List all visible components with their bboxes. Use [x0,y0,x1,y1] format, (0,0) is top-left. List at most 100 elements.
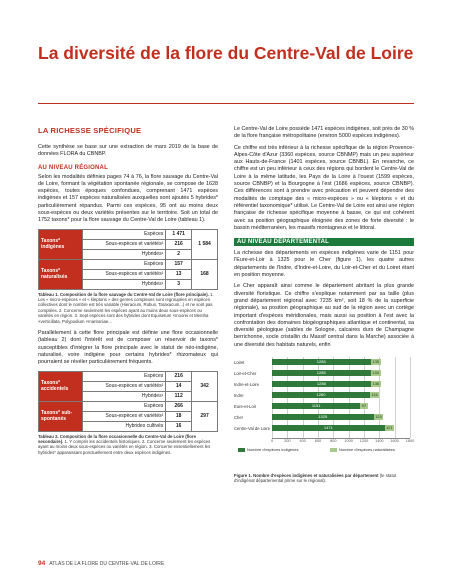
data-label: 97 [361,403,367,409]
bar-naturalisees [370,381,382,388]
data-label: 121 [386,425,393,431]
data-label: 116 [371,392,378,398]
gridline [410,357,411,439]
table-flore-occasionnelle: Taxons* accidentels Espèces 216 342 Sous… [38,370,218,432]
row-label: Sous-espèces et variétés² [81,410,167,422]
bar-indigenes [272,370,371,377]
row-value: 216 [165,370,193,382]
data-label: 1285 [316,370,326,376]
row-value: 18 [165,410,193,422]
category-label: Centre-Val de Loire [234,426,271,432]
row-value: 266 [165,400,193,412]
x-tick-label: 1400 [375,439,384,444]
row-value: 2 [165,248,193,260]
bar-naturalisees [360,403,368,410]
bar-indigenes [272,392,371,399]
title-divider [38,103,414,104]
data-label: 1280 [316,392,326,398]
intro-paragraph: Cette synthèse se base sur une extractio… [38,144,218,158]
table1-caption: Tableau 1. Composition de la flore sauva… [38,292,218,324]
group-total: 342 [191,370,218,402]
x-tick-label: 0 [270,439,274,444]
data-label: 1151 [311,403,321,409]
x-axis [272,438,410,440]
page-number: 94 [38,560,46,567]
footer-label: ATLAS DE LA FLORE DU CENTRE-VAL DE LOIRE [49,560,165,567]
data-label: 1325 [318,414,328,420]
bar-indigenes [272,359,371,366]
bar-indigenes [272,381,371,388]
bar-naturalisees [370,370,381,377]
bar-naturalisees [370,359,381,366]
group-total: 297 [191,400,218,432]
legend-swatch [330,447,337,452]
left-column: LA RICHESSE SPÉCIFIQUE Cette synthèse se… [38,126,218,461]
row-label: Hybrides¹ [81,248,167,260]
bar-indigenes [272,403,361,410]
data-label: 136 [372,381,380,387]
row-value: 13 [165,268,193,280]
table-row: Taxons* indigènes Espèces 1 471 1 584 [38,228,218,260]
x-tick-label: 1000 [344,439,353,444]
row-value: 216 [165,238,193,250]
data-label: 134 [372,370,379,376]
row-value: 14 [165,380,193,392]
page-title: La diversité de la flore du Centre-Val d… [38,43,414,63]
table2-caption: Tableau 2. Composition de la flore occas… [38,434,218,456]
x-tick-label: 200 [284,439,291,444]
cher-paragraph: Le Cher apparaît ainsi comme le départem… [234,283,414,348]
category-label: Eure-et-Loir [234,404,257,410]
x-tick-label: 1800 [405,439,415,444]
data-label: 1288 [316,381,326,387]
departmental-paragraph: La richesse des départements en espèces … [234,250,414,279]
table2-caption-title: Tableau 2. Composition de la flore occas… [38,433,196,444]
occasional-paragraph: Parallèlement à cette flore principale e… [38,330,218,366]
data-label: 1471 [323,425,333,431]
section-heading: LA RICHESSE SPÉCIFIQUE [38,126,142,135]
comparison-paragraph: Ce chiffre est très inférieur à la riche… [234,144,414,231]
subheading-departmental: AU NIVEAU DÉPARTEMENTAL [234,238,414,247]
x-tick-label: 1200 [359,439,369,444]
gridline [379,357,381,439]
row-label: Hybrides cultivés [81,420,167,432]
bar-indigenes [272,414,374,421]
group-total: 168 [191,258,218,290]
regional-paragraph: Selon les modalités définies pages 74 à … [38,173,218,224]
table-row: Taxons* naturalisés Espèces 157 168 [38,258,218,290]
gridline [394,357,396,439]
figure1-caption-title: Figure 1. Nombre d'espèces indigènes et … [234,473,379,479]
legend-label: Nombre d'espèces indigènes [247,447,299,453]
table-row: Hybrides¹ 3 [39,278,218,290]
bar-naturalisees [370,392,380,399]
row-value: 16 [165,420,193,432]
bar-naturalisees [373,414,384,421]
subheading-regional: AU NIVEAU RÉGIONAL [38,164,108,171]
row-value: 112 [165,390,193,402]
table-row: Hybrides cultivés 16 [39,420,218,432]
legend-item: Nombre d'espèces indigènes [238,447,298,452]
table1-caption-text: 1. Les « micro-espèces » et « kleptons »… [38,291,214,324]
page-footer: 94 ATLAS DE LA FLORE DU CENTRE-VAL DE LO… [38,560,164,567]
row-label: Hybrides¹ [81,278,167,290]
data-label: 125 [375,414,382,420]
group-label: Taxons* indigènes [38,228,83,260]
figure1-caption-text: (le statut d'indigénat départemental pri… [234,473,397,484]
departement-bar-chart: 0 200 400 600 800 1000 1200 1400 1600 1800 Loiret 1… [234,353,414,473]
legend-swatch [238,447,245,452]
group-label: Taxons* sub-spontanés [38,400,83,432]
row-label: Espèces [81,400,167,412]
row-label: Espèces [81,258,167,270]
right-column: Le Centre-Val de Loire possède 1471 espè… [234,126,414,490]
data-label: 1285 [316,359,326,365]
row-value: 157 [165,258,193,270]
legend-label: Nombre d'espèces naturalisées [339,447,395,453]
group-label: Taxons* accidentels [38,370,83,402]
category-label: Loiret [234,360,245,366]
row-label: Sous-espèces et variétés² [81,238,167,250]
row-label: Sous-espèces et variétés² [81,380,167,392]
category-label: Cher [234,415,244,421]
row-label: Espèces [81,370,167,382]
table-row: Taxons* accidentels Espèces 216 342 [38,370,218,402]
group-label: Taxons* naturalisés [38,258,83,290]
table-flore-principale: Taxons* indigènes Espèces 1 471 1 584 So… [38,228,218,290]
